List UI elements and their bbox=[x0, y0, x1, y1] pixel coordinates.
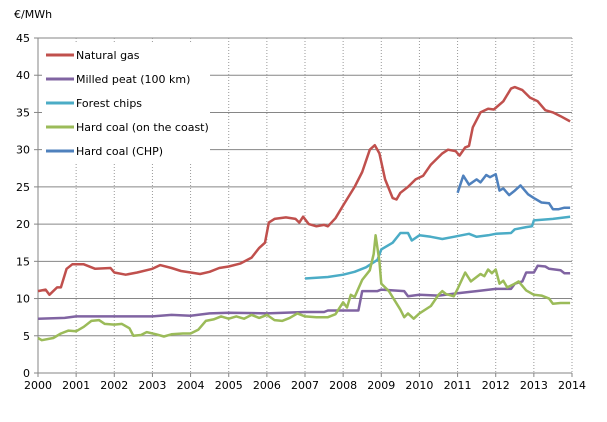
x-tick-label: 2000 bbox=[24, 379, 52, 392]
legend-label: Milled peat (100 km) bbox=[76, 73, 190, 86]
series-line-0 bbox=[37, 85, 571, 297]
x-tick-label: 2011 bbox=[444, 379, 472, 392]
x-tick-label: 2013 bbox=[520, 379, 548, 392]
x-tick-label: 2001 bbox=[62, 379, 90, 392]
x-tick-label: 2012 bbox=[482, 379, 510, 392]
x-tick-label: 2002 bbox=[100, 379, 128, 392]
series-line-1 bbox=[37, 264, 571, 320]
x-tick-label: 2004 bbox=[177, 379, 205, 392]
y-axis-label: €/MWh bbox=[14, 8, 53, 21]
legend-label: Hard coal (CHP) bbox=[76, 145, 163, 158]
x-tick-label: 2003 bbox=[138, 379, 166, 392]
series-line-3 bbox=[37, 234, 571, 342]
y-tick-label: 35 bbox=[16, 106, 30, 119]
y-tick-label: 45 bbox=[16, 32, 30, 45]
x-tick-label: 2006 bbox=[253, 379, 281, 392]
y-tick-label: 5 bbox=[23, 330, 30, 343]
legend-label: Hard coal (on the coast) bbox=[76, 121, 209, 134]
y-tick-label: 25 bbox=[16, 181, 30, 194]
legend-label: Forest chips bbox=[76, 97, 142, 110]
y-tick-label: 20 bbox=[16, 218, 30, 231]
x-tick-label: 2005 bbox=[215, 379, 243, 392]
y-tick-label: 30 bbox=[16, 144, 30, 157]
y-tick-label: 15 bbox=[16, 255, 30, 268]
x-tick-label: 2009 bbox=[367, 379, 395, 392]
series-line-4 bbox=[456, 172, 571, 211]
x-tick-label: 2007 bbox=[291, 379, 319, 392]
x-tick-label: 2008 bbox=[329, 379, 357, 392]
legend-label: Natural gas bbox=[76, 49, 140, 62]
y-tick-label: 10 bbox=[16, 293, 30, 306]
x-tick-label: 2010 bbox=[405, 379, 433, 392]
series-line-2 bbox=[304, 215, 571, 280]
y-tick-label: 0 bbox=[23, 367, 30, 380]
x-tick-label: 2014 bbox=[558, 379, 586, 392]
y-tick-label: 40 bbox=[16, 69, 30, 82]
